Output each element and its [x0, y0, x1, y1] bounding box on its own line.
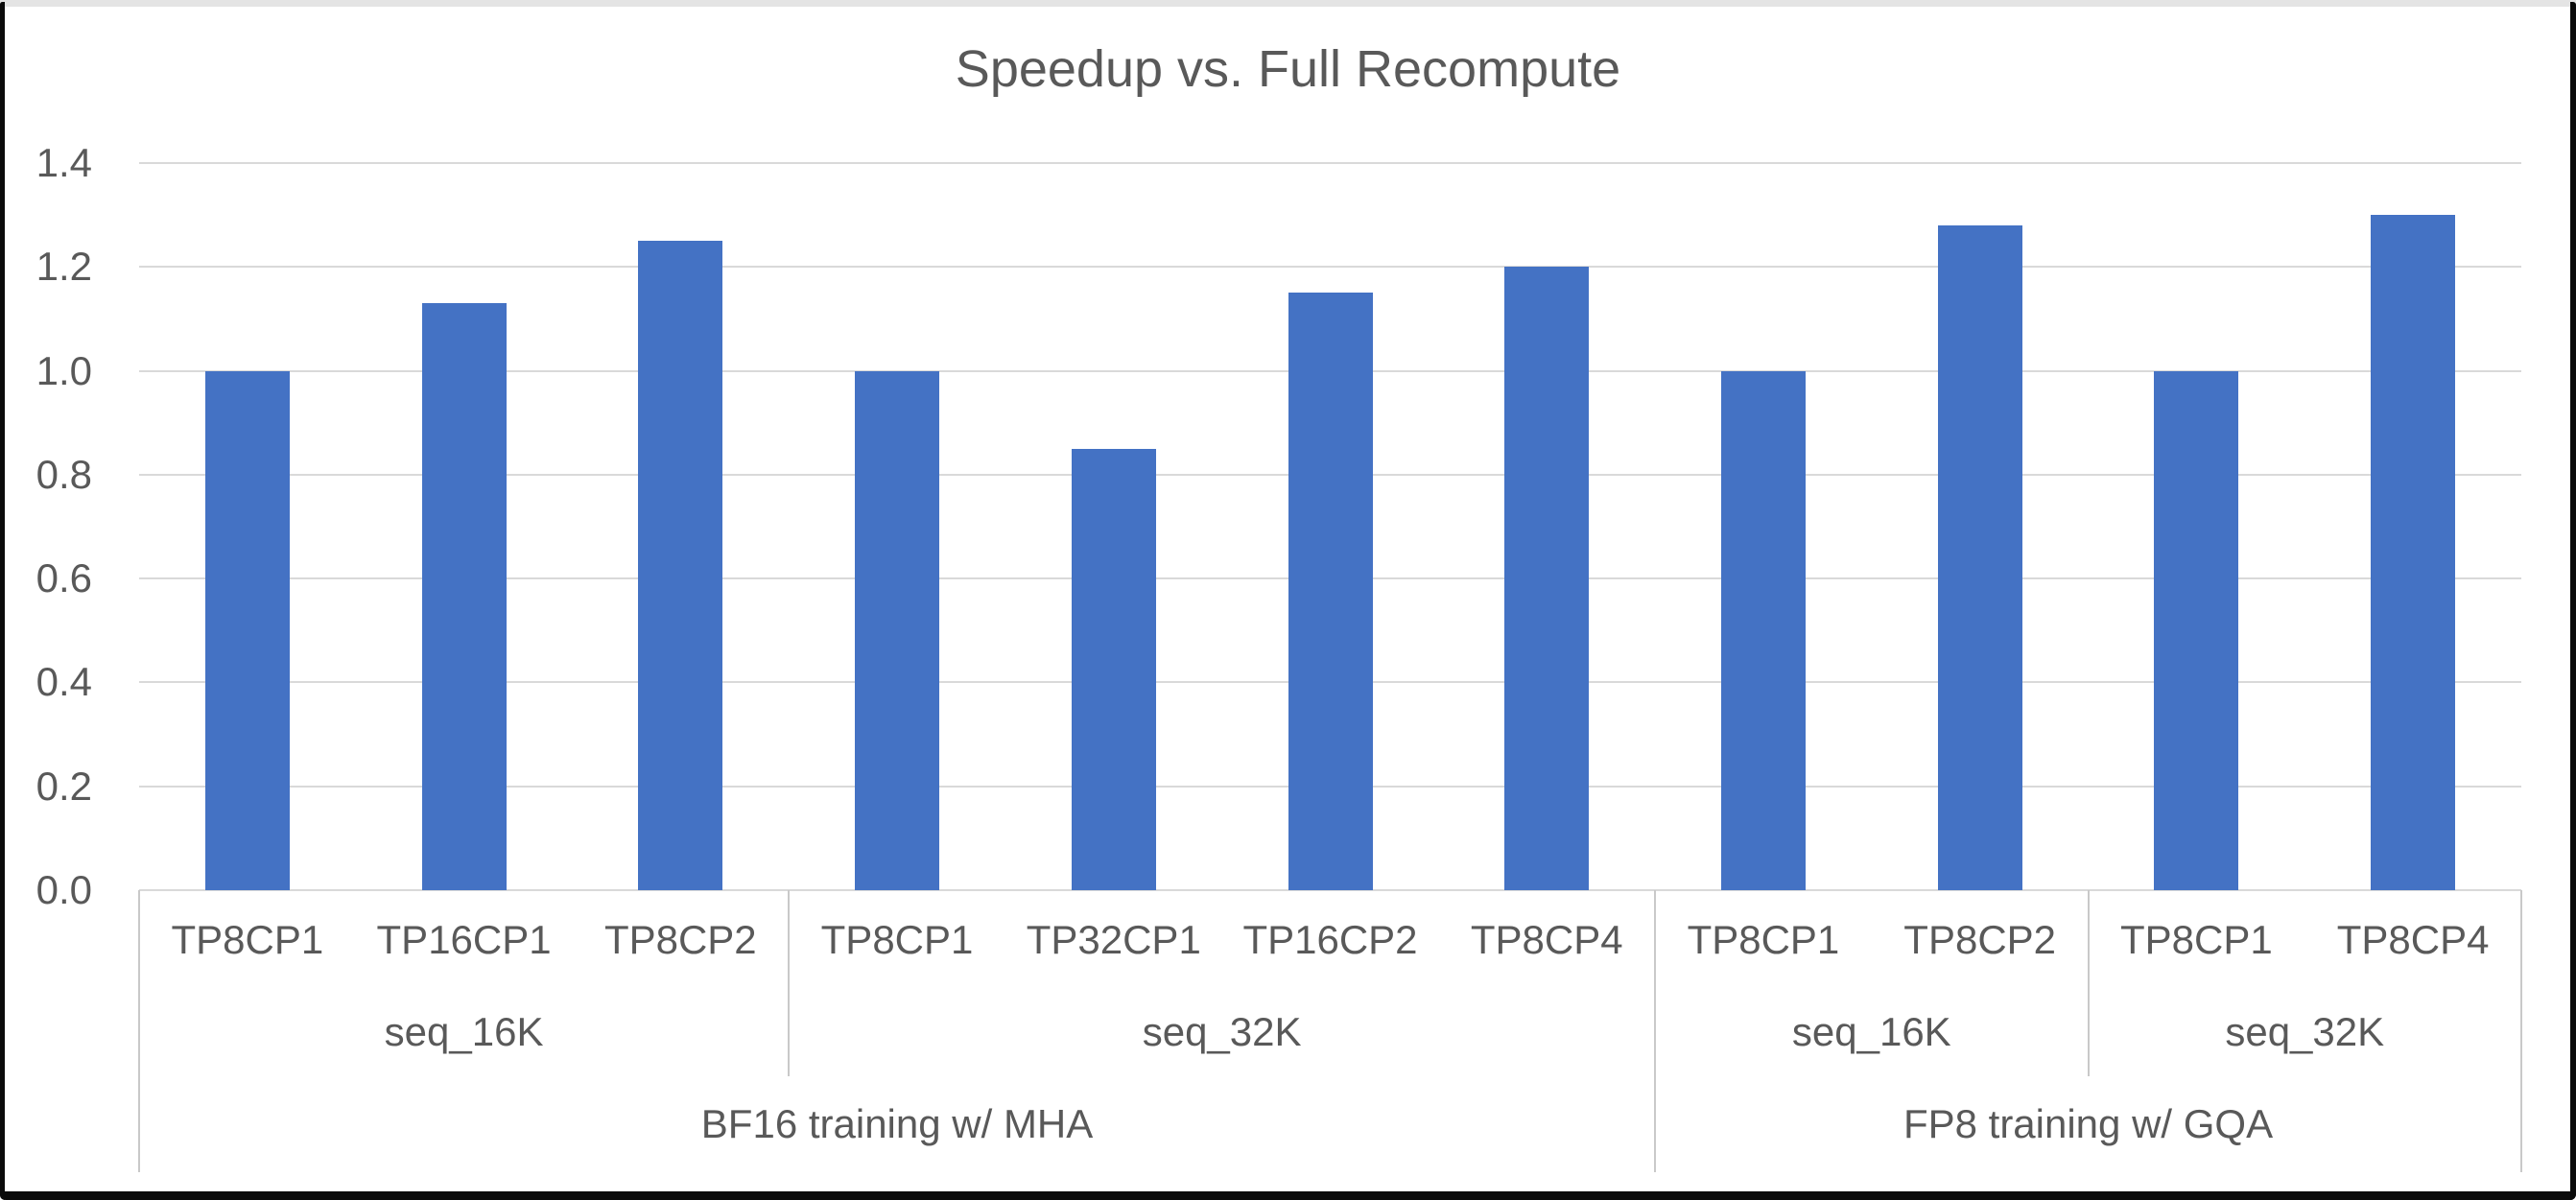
bar-TP16CP1-1: [421, 303, 507, 890]
x-axis-label-tp8cp1: TP8CP1: [171, 917, 324, 962]
x-axis-label-tp16cp1: TP16CP1: [376, 917, 552, 962]
x-axis-label-bf16-training-w-mha: BF16 training w/ MHA: [700, 1101, 1094, 1146]
bar-TP8CP1-3: [855, 370, 940, 890]
x-axis-label-tp32cp1: TP32CP1: [1026, 917, 1201, 962]
y-tick-label: 0.4: [35, 659, 92, 705]
window-border-left: [0, 2, 5, 1200]
y-tick-label: 0.8: [35, 451, 92, 497]
bar-TP32CP1-4: [1071, 448, 1156, 890]
gridline-y-0.0: [139, 889, 2521, 891]
gridline-y-1.2: [139, 266, 2521, 269]
x-axis-label-tp16cp2: TP16CP2: [1242, 917, 1418, 962]
bar-TP8CP4-6: [1504, 267, 1590, 890]
bar-TP8CP1-0: [204, 370, 290, 890]
y-tick-label: 0.0: [35, 867, 92, 912]
x-axis-label-tp8cp2: TP8CP2: [1903, 917, 2057, 962]
bar-TP8CP2-2: [638, 241, 723, 890]
x-axis-label-tp8cp4: TP8CP4: [1470, 917, 1623, 962]
x-axis-label-tp8cp1: TP8CP1: [2120, 917, 2273, 962]
x-axis-label-fp8-training-w-gqa: FP8 training w/ GQA: [1902, 1101, 2274, 1146]
bar-TP16CP2-5: [1288, 293, 1373, 890]
category-separator: [788, 890, 791, 1076]
x-axis-label-seq_32k: seq_32K: [1142, 1009, 1302, 1054]
chart-title: Speedup vs. Full Recompute: [955, 40, 1621, 98]
x-axis-label-seq_16k: seq_16K: [384, 1009, 544, 1054]
category-separator: [138, 890, 140, 1172]
x-axis-label-tp8cp2: TP8CP2: [603, 917, 757, 962]
x-axis-label-seq_16k: seq_16K: [1791, 1009, 1951, 1054]
window-border-top: [0, 0, 2576, 7]
x-axis-label-tp8cp1: TP8CP1: [1687, 917, 1840, 962]
bar-TP8CP2-8: [1937, 224, 2022, 890]
category-separator: [1654, 890, 1657, 1172]
y-tick-label: 1.0: [35, 347, 92, 393]
category-separator: [2520, 890, 2522, 1172]
y-tick-label: 0.2: [35, 763, 92, 809]
x-axis-label-seq_32k: seq_32K: [2225, 1009, 2385, 1054]
window-border-right: [2570, 2, 2576, 1200]
y-tick-label: 1.2: [35, 244, 92, 290]
category-separator: [2087, 890, 2090, 1076]
window-border-bottom: [0, 1191, 2576, 1200]
plot-area: [139, 162, 2521, 891]
y-tick-label: 0.6: [35, 555, 92, 601]
x-axis-label-tp8cp4: TP8CP4: [2336, 917, 2490, 962]
y-tick-label: 1.4: [35, 140, 92, 185]
gridline-y-1.4: [139, 162, 2521, 164]
bar-TP8CP1-9: [2154, 370, 2239, 890]
bar-TP8CP4-10: [2371, 215, 2456, 890]
x-axis-label-tp8cp1: TP8CP1: [820, 917, 974, 962]
bar-TP8CP1-7: [1720, 370, 1806, 890]
